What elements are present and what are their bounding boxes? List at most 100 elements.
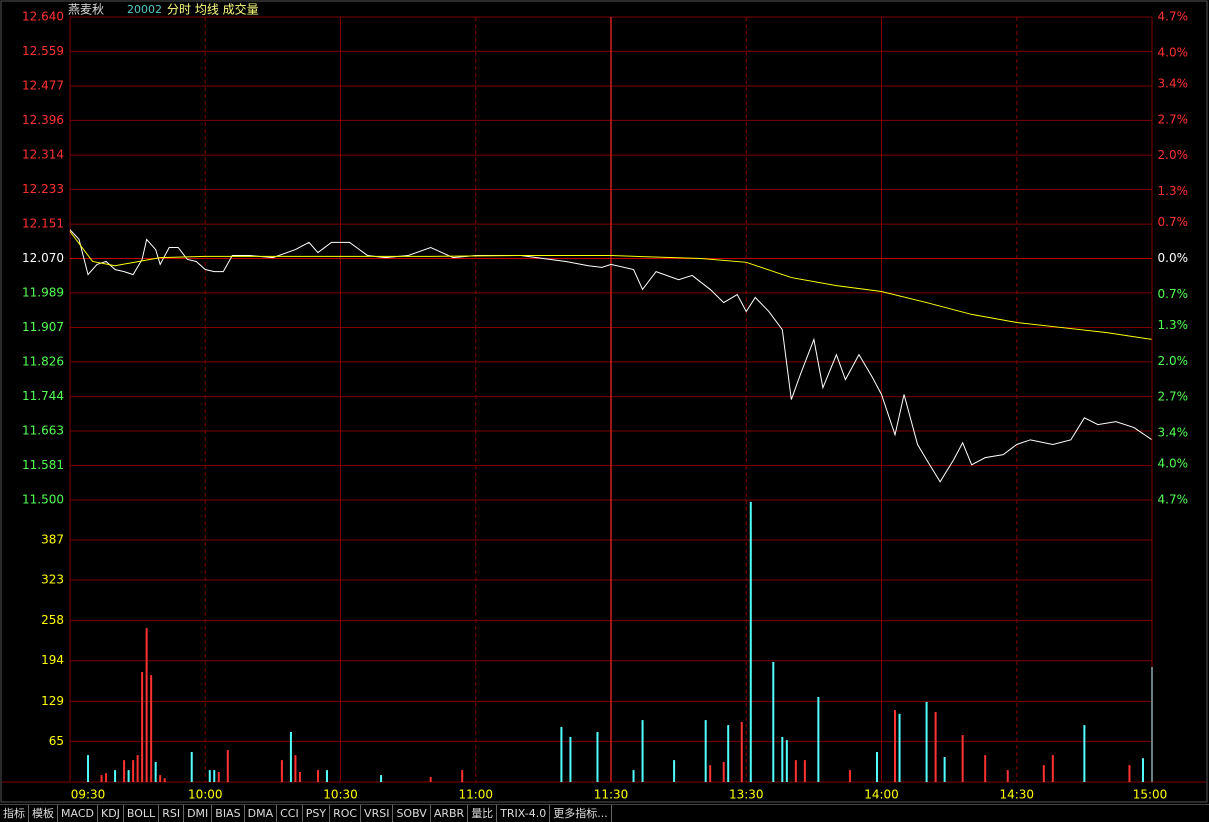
price-line [69, 229, 1153, 483]
volume-bar [316, 770, 319, 782]
frame [0, 0, 1208, 803]
tab[interactable]: SOBV [393, 805, 431, 822]
volume-bar [145, 628, 148, 782]
volume-bar [772, 661, 775, 782]
volume-bar [429, 776, 432, 782]
volume-bar [803, 760, 806, 782]
y-tick-label: 11.744 [22, 389, 64, 403]
volume-bar [898, 713, 901, 782]
tab[interactable]: CCI [277, 805, 303, 822]
volume-bar [1141, 758, 1144, 782]
tab[interactable]: TRIX-4.0 [497, 805, 551, 822]
tab[interactable]: MACD [58, 805, 98, 822]
y-tick-label: 12.396 [22, 113, 64, 127]
tab[interactable]: BOLL [124, 805, 160, 822]
x-tick-label: 15:00 [1133, 788, 1168, 802]
tab[interactable]: PSY [303, 805, 331, 822]
y-tick-label: 194 [41, 653, 64, 667]
y-tick-label: 129 [41, 694, 64, 708]
y-tick-label: 12.070 [22, 251, 64, 265]
y-tick-label: 11.663 [22, 423, 64, 437]
volume-bar [217, 771, 220, 782]
stock-name: 燕麦秋 [68, 3, 104, 17]
y-tick-label: 11.581 [22, 458, 64, 472]
volume-bar [141, 671, 144, 782]
volume-bar [289, 731, 292, 782]
volume-bar [794, 760, 797, 782]
y2-tick-label: 0.7% [1158, 215, 1189, 229]
volume-bar [785, 740, 788, 782]
volume-bar [1083, 725, 1086, 782]
y2-tick-label: 2.0% [1158, 354, 1189, 368]
tab[interactable]: BIAS [212, 805, 245, 822]
volume-bar [163, 778, 166, 782]
y-tick-label: 12.314 [22, 148, 64, 162]
volume-bar [925, 701, 928, 782]
volume-bar [136, 755, 139, 782]
volume-bar [740, 721, 743, 782]
x-tick-label: 14:00 [864, 788, 899, 802]
x-tick-label: 14:30 [999, 788, 1034, 802]
tab[interactable]: ARBR [431, 805, 469, 822]
volume-bar [123, 760, 126, 782]
tab[interactable]: ROC [330, 805, 362, 822]
y-tick-label: 387 [41, 533, 64, 547]
volume-bar [894, 710, 897, 782]
volume-bar [150, 675, 153, 782]
tab[interactable]: 指标 [0, 805, 29, 822]
y-tick-label: 12.640 [22, 10, 64, 24]
y2-tick-label: 2.7% [1158, 112, 1189, 126]
volume-bar [280, 760, 283, 782]
y2-tick-label: 2.7% [1158, 390, 1189, 404]
tab[interactable]: VRSI [361, 805, 394, 822]
volume-bar [984, 755, 987, 782]
volume-bar [641, 720, 644, 782]
volume-bar [226, 750, 229, 782]
volume-bar [560, 726, 563, 782]
tab[interactable]: 更多指标... [550, 805, 612, 822]
tab[interactable]: 量比 [468, 805, 498, 822]
volume-bar [727, 725, 730, 782]
panel-label: 分时 均线 成交量 [167, 2, 259, 17]
volume-bar [632, 770, 635, 782]
volume-bar [154, 761, 157, 782]
tab[interactable]: DMA [245, 805, 278, 822]
price-line [69, 231, 1153, 340]
y2-tick-label: 1.3% [1158, 184, 1189, 198]
tab[interactable]: DMI [184, 805, 213, 822]
chart: 燕麦秋 20002 分时 均线 成交量 12.640 12.559 12.477 12… [0, 0, 1208, 803]
y2-tick-label: 4.7% [1158, 10, 1189, 24]
y2-tick-label: 3.4% [1158, 426, 1189, 440]
y-tick-label: 11.989 [22, 285, 64, 299]
volume-bar [127, 770, 130, 782]
y-tick-label: 12.559 [22, 44, 64, 58]
x-tick-label: 11:00 [458, 788, 493, 802]
y-tick-label: 12.151 [22, 217, 64, 231]
volume-bar [461, 770, 464, 782]
volume-bar [875, 751, 878, 782]
volume-bar [934, 711, 937, 782]
volume-bar [1051, 755, 1054, 782]
volume-bar [596, 731, 599, 782]
y2-tick-label: 4.0% [1158, 45, 1189, 59]
volume-bar [114, 770, 117, 782]
volume-bar [1006, 770, 1009, 782]
y-tick-label: 323 [41, 573, 64, 587]
volume-bar [208, 770, 211, 782]
y-tick-label: 11.826 [22, 354, 64, 368]
volume-bar [781, 736, 784, 782]
volume-bar [1042, 765, 1045, 782]
y2-tick-label: 4.7% [1158, 493, 1189, 507]
y2-tick-label: 2.0% [1158, 148, 1189, 162]
tab[interactable]: 模板 [29, 805, 58, 822]
x-tick-label: 10:00 [188, 788, 223, 802]
x-tick-label: 10:30 [323, 788, 358, 802]
volume-bar [704, 720, 707, 782]
volume-bar [298, 771, 301, 782]
volume-bar [380, 775, 383, 782]
volume-bar [105, 773, 108, 782]
tab[interactable]: KDJ [98, 805, 124, 822]
tab[interactable]: RSI [159, 805, 185, 822]
y2-tick-label: 0.7% [1158, 287, 1189, 301]
y-tick-label: 12.477 [22, 79, 64, 93]
